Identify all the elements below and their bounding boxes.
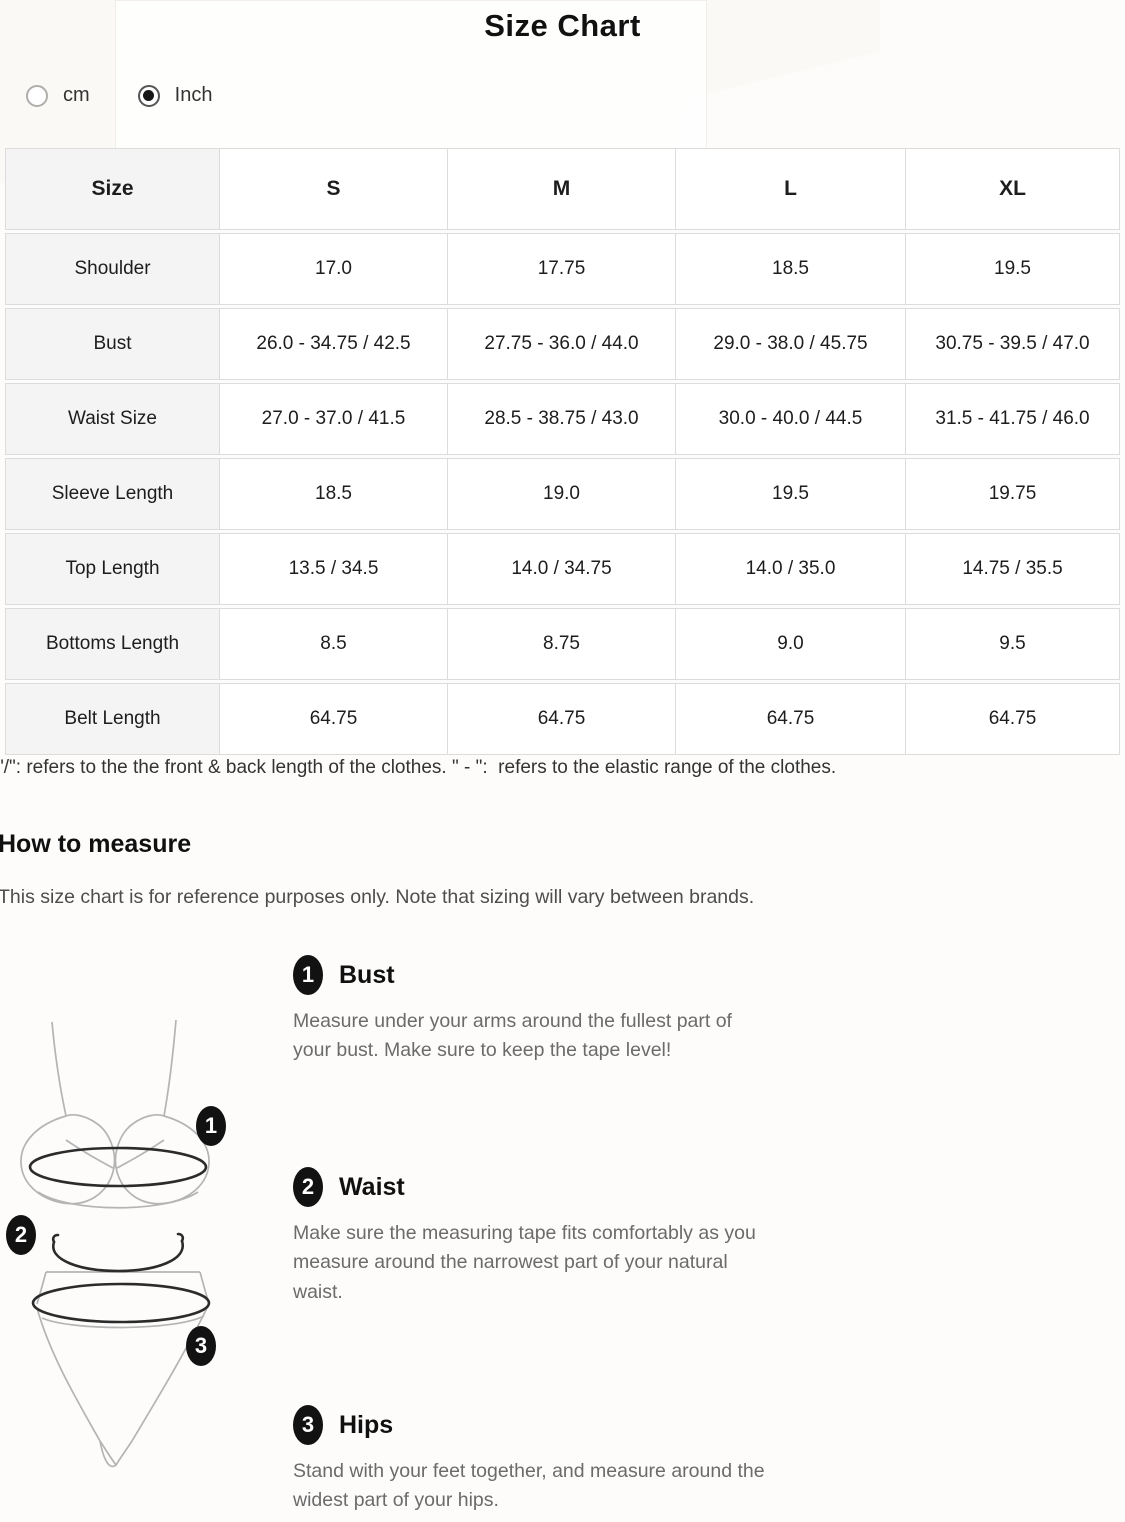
step-1-title: Bust	[339, 960, 395, 989]
column-header-s: S	[220, 148, 448, 230]
row-label: Belt Length	[5, 683, 220, 755]
table-row: Waist Size 27.0 - 37.0 / 41.5 28.5 - 38.…	[5, 383, 1120, 455]
unit-label-cm: cm	[63, 84, 90, 106]
cell-value: 26.0 - 34.75 / 42.5	[220, 308, 448, 380]
row-label: Shoulder	[5, 233, 220, 305]
figure-marker-3-badge: 3	[186, 1326, 216, 1366]
table-row: Sleeve Length 18.5 19.0 19.5 19.75	[5, 458, 1120, 530]
column-header-xl: XL	[906, 148, 1120, 230]
step-3-number-badge: 3	[293, 1405, 323, 1445]
cell-value: 13.5 / 34.5	[220, 533, 448, 605]
cell-value: 17.75	[448, 233, 676, 305]
table-row: Bust 26.0 - 34.75 / 42.5 27.75 - 36.0 / …	[5, 308, 1120, 380]
row-label: Bottoms Length	[5, 608, 220, 680]
cell-value: 8.5	[220, 608, 448, 680]
step-2-description: Make sure the measuring tape fits comfor…	[293, 1222, 756, 1303]
cell-value: 30.75 - 39.5 / 47.0	[906, 308, 1120, 380]
table-header-row: Size S M L XL	[5, 148, 1120, 230]
step-2-number-badge: 2	[293, 1167, 323, 1207]
table-row: Top Length 13.5 / 34.5 14.0 / 34.75 14.0…	[5, 533, 1120, 605]
cell-value: 64.75	[906, 683, 1120, 755]
table-row: Bottoms Length 8.5 8.75 9.0 9.5	[5, 608, 1120, 680]
cell-value: 30.0 - 40.0 / 44.5	[676, 383, 906, 455]
size-chart-table: Size S M L XL Shoulder 17.0 17.75 18.5 1…	[5, 145, 1120, 758]
table-row: Belt Length 64.75 64.75 64.75 64.75	[5, 683, 1120, 755]
cell-value: 9.5	[906, 608, 1120, 680]
cell-value: 19.5	[906, 233, 1120, 305]
cell-value: 17.0	[220, 233, 448, 305]
cell-value: 14.75 / 35.5	[906, 533, 1120, 605]
radio-selected-icon[interactable]	[137, 84, 160, 107]
unit-option-inch[interactable]: Inch	[137, 84, 213, 107]
cell-value: 8.75	[448, 608, 676, 680]
row-label: Bust	[5, 308, 220, 380]
step-3-description: Stand with your feet together, and measu…	[293, 1460, 765, 1512]
cell-value: 27.0 - 37.0 / 41.5	[220, 383, 448, 455]
step-2-title: Waist	[339, 1172, 405, 1201]
how-to-measure-heading: How to measure	[0, 830, 192, 858]
row-label: Top Length	[5, 533, 220, 605]
measure-step-hips: 3 Hips Stand with your feet together, an…	[293, 1405, 773, 1516]
cell-value: 19.0	[448, 458, 676, 530]
column-header-m: M	[448, 148, 676, 230]
unit-toggle: cm Inch	[26, 84, 212, 107]
step-1-number-badge: 1	[293, 955, 323, 995]
cell-value: 19.75	[906, 458, 1120, 530]
table-footnote: "/": refers to the the front & back leng…	[0, 757, 837, 778]
row-label: Waist Size	[5, 383, 220, 455]
cell-value: 64.75	[220, 683, 448, 755]
cell-value: 31.5 - 41.75 / 46.0	[906, 383, 1120, 455]
step-1-description: Measure under your arms around the fulle…	[293, 1010, 732, 1062]
cell-value: 18.5	[220, 458, 448, 530]
cell-value: 29.0 - 38.0 / 45.75	[676, 308, 906, 380]
measurement-figure-illustration	[20, 1019, 211, 1468]
measure-step-bust: 1 Bust Measure under your arms around th…	[293, 955, 773, 1066]
cell-value: 14.0 / 34.75	[448, 533, 676, 605]
step-3-title: Hips	[339, 1410, 394, 1439]
cell-value: 14.0 / 35.0	[676, 533, 906, 605]
measure-step-waist: 2 Waist Make sure the measuring tape fit…	[293, 1167, 773, 1307]
table-row: Shoulder 17.0 17.75 18.5 19.5	[5, 233, 1120, 305]
row-label: Sleeve Length	[5, 458, 220, 530]
cell-value: 28.5 - 38.75 / 43.0	[448, 383, 676, 455]
figure-marker-2-badge: 2	[6, 1215, 36, 1255]
cell-value: 64.75	[448, 683, 676, 755]
figure-marker-1-badge: 1	[196, 1106, 226, 1146]
cell-value: 19.5	[676, 458, 906, 530]
cell-value: 27.75 - 36.0 / 44.0	[448, 308, 676, 380]
cell-value: 64.75	[676, 683, 906, 755]
column-header-l: L	[676, 148, 906, 230]
size-chart-table-wrap: Size S M L XL Shoulder 17.0 17.75 18.5 1…	[5, 145, 1120, 758]
how-to-measure-note: This size chart is for reference purpose…	[0, 886, 755, 908]
cell-value: 18.5	[676, 233, 906, 305]
unit-option-cm[interactable]: cm	[26, 84, 90, 107]
column-header-size: Size	[5, 148, 220, 230]
unit-label-inch: Inch	[174, 84, 213, 106]
radio-unselected-icon[interactable]	[26, 84, 48, 107]
page-title: Size Chart	[484, 8, 641, 43]
cell-value: 9.0	[676, 608, 906, 680]
